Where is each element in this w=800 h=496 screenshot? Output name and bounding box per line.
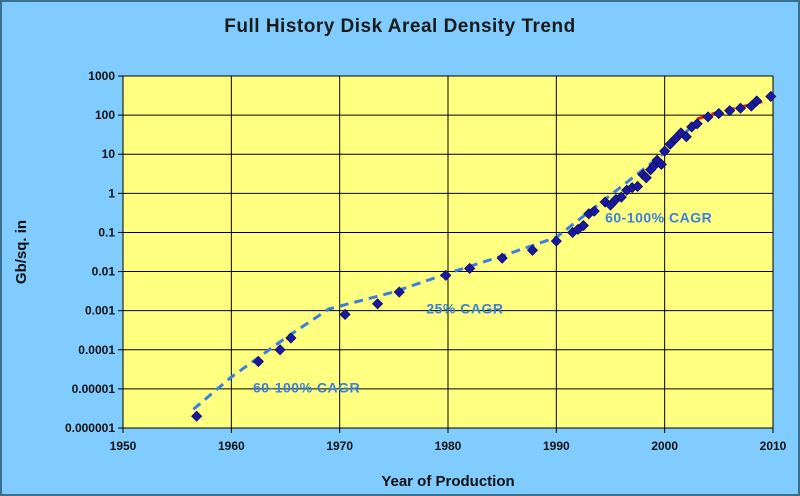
y-tick-label: 0.00001 [72,382,116,396]
grid-lines [118,75,774,433]
data-point [191,410,203,422]
annotations: 60-100% CAGR 25% CAGR 60-100% CAGR [253,209,712,395]
x-tick-label: 1970 [326,439,353,453]
chart-title: Full History Disk Areal Density Trend [224,16,575,37]
data-point [464,262,476,275]
x-tick-labels: 1950 1960 1970 1980 1990 2000 2010 [110,439,787,453]
data-point [252,355,264,368]
x-tick-label: 1960 [218,439,245,453]
y-tick-label: 0.1 [98,225,115,239]
data-point [713,107,725,120]
y-tick-label: 1000 [88,69,115,83]
annotation-label: 60-100% CAGR [253,380,360,396]
y-tick-label: 0.000001 [65,421,115,435]
data-point [655,158,667,170]
data-point [734,102,747,114]
data-point [526,244,539,256]
y-tick-label: 0.001 [85,304,115,318]
data-point [724,105,736,117]
data-point [274,344,286,356]
x-tick-label: 1990 [543,439,570,453]
data-point [496,252,508,264]
data-point [751,95,763,107]
y-axis-label: Gb/sq. in [13,220,30,284]
y-tick-label: 10 [102,147,116,161]
data-point [550,235,562,247]
data-point [285,332,297,344]
data-point [680,131,692,143]
y-tick-label: 1 [108,186,115,200]
y-tick-label: 100 [95,108,115,122]
x-tick-label: 1980 [435,439,462,453]
data-point [640,172,652,184]
data-point [440,269,452,281]
data-point [664,138,676,150]
data-point [632,180,644,193]
data-point [372,298,384,310]
data-point [339,308,351,321]
x-tick-label: 2000 [651,439,678,453]
data-point [604,199,617,211]
annotation-label: 25% CAGR [426,300,503,316]
y-tick-labels: 0.000001 0.00001 0.0001 0.001 0.01 0.1 1 10 100 1… [65,69,115,435]
data-point [615,191,627,203]
y-tick-label: 0.0001 [78,343,115,357]
data-point [702,111,714,123]
data-point [675,127,687,139]
data-point [765,90,777,103]
data-points [191,90,777,422]
data-point [669,133,682,145]
x-tick-label: 2010 [760,439,787,453]
y-tick-label: 0.01 [92,265,116,279]
x-axis-label: Year of Production [381,473,514,490]
data-point [577,219,589,232]
data-point [691,118,703,130]
data-point [393,286,405,298]
data-point [659,145,671,157]
data-point [588,205,600,217]
annotation-label: 60-100% CAGR [605,209,712,225]
x-tick-label: 1950 [110,439,137,453]
